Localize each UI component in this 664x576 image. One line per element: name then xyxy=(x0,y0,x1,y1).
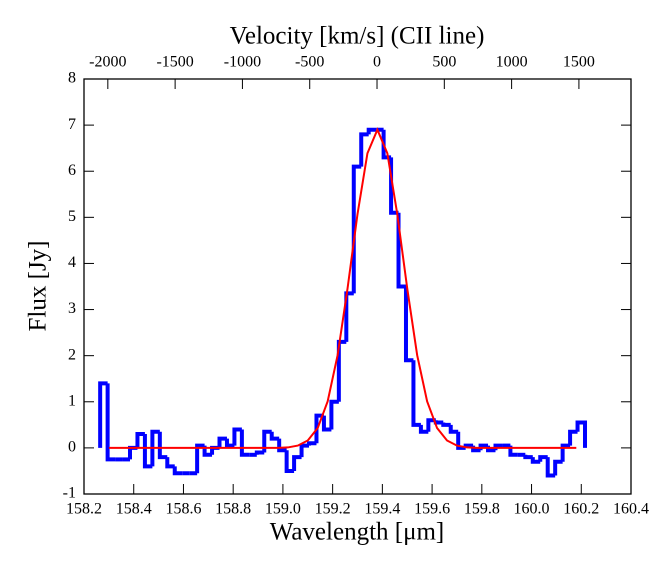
histogram-step xyxy=(98,381,108,448)
y-axis-label: Flux [Jy] xyxy=(25,241,52,332)
histogram-step xyxy=(366,127,377,135)
y-tick-label: 5 xyxy=(68,208,76,225)
histogram-step xyxy=(418,424,429,434)
histogram-step xyxy=(329,399,339,430)
histogram-step xyxy=(262,429,272,453)
x2-tick-label: -500 xyxy=(295,54,324,71)
y-tick-label: 0 xyxy=(68,439,76,456)
histogram-step xyxy=(142,434,153,469)
x2-tick-label: -1000 xyxy=(224,54,261,71)
histogram-step xyxy=(523,454,533,460)
x2-tick-label: -2000 xyxy=(89,54,126,71)
x-tick-label: 159.2 xyxy=(315,501,351,518)
x-tick-label: 158.4 xyxy=(116,501,152,518)
histogram-step xyxy=(127,445,138,460)
histogram-step xyxy=(165,457,175,469)
x2-tick-label: 1500 xyxy=(563,54,595,71)
histogram-step xyxy=(538,455,548,462)
histogram-step xyxy=(224,438,235,448)
histogram-step xyxy=(411,360,421,427)
x-tick-label: 158.2 xyxy=(66,501,102,518)
histogram-step xyxy=(403,286,414,363)
y-tick-label: 4 xyxy=(68,254,76,271)
histogram-step xyxy=(299,443,310,458)
histogram-step xyxy=(284,450,295,473)
histogram-step xyxy=(575,420,588,448)
histogram-step xyxy=(269,431,280,441)
histogram-step xyxy=(172,466,183,476)
fit-line xyxy=(108,127,577,449)
histogram-step xyxy=(321,415,332,432)
histogram-step xyxy=(560,443,571,462)
histogram-step xyxy=(336,339,347,402)
x-tick-label: 160.4 xyxy=(613,501,649,518)
histogram-step xyxy=(135,432,145,448)
x2-tick-label: 500 xyxy=(432,54,456,71)
x-tick-label: 158.6 xyxy=(165,501,201,518)
y-tick-label: 7 xyxy=(68,116,76,133)
x2-tick-label: 0 xyxy=(373,54,381,71)
histogram-step xyxy=(359,132,369,167)
y-tick-label: -1 xyxy=(63,485,76,502)
histogram-step xyxy=(254,450,265,455)
histogram-step xyxy=(456,431,466,450)
histogram-step xyxy=(217,436,227,448)
histogram-step xyxy=(545,457,556,478)
histogram-step xyxy=(351,164,362,294)
y-tick-label: 6 xyxy=(68,162,76,179)
y-tick-label: 2 xyxy=(68,346,76,363)
histogram-step xyxy=(150,429,160,467)
histogram-step xyxy=(105,383,116,462)
histogram-step xyxy=(441,422,451,427)
top-axis-title: Velocity [km/s] (CII line) xyxy=(230,23,485,50)
histogram-step xyxy=(277,438,287,453)
histogram-step xyxy=(553,459,563,476)
histogram-step xyxy=(239,429,250,457)
y-tick-label: 1 xyxy=(68,392,76,409)
histogram-step xyxy=(568,429,578,446)
x-tick-label: 160.2 xyxy=(563,501,599,518)
x-axis-label: Wavelength [μm] xyxy=(270,519,445,546)
histogram-step xyxy=(157,431,168,460)
histogram-step xyxy=(344,291,354,342)
x-tick-label: 159.0 xyxy=(265,501,301,518)
histogram-step xyxy=(292,455,302,471)
histogram-step xyxy=(232,427,242,446)
histogram-step xyxy=(448,424,459,434)
histogram-step xyxy=(307,441,317,446)
plot-frame xyxy=(83,78,632,495)
x-tick-label: 159.4 xyxy=(364,501,400,518)
x-tick-label: 159.8 xyxy=(464,501,500,518)
x-tick-label: 158.8 xyxy=(215,501,251,518)
histogram-step xyxy=(530,457,541,464)
histogram-step xyxy=(396,212,406,289)
histogram-step xyxy=(433,420,444,425)
x-tick-label: 160.0 xyxy=(514,501,550,518)
y-tick-label: 8 xyxy=(68,70,76,87)
x2-tick-label: 1000 xyxy=(496,54,528,71)
x-tick-label: 159.6 xyxy=(414,501,450,518)
histogram-step xyxy=(195,443,205,474)
x2-tick-label: -1500 xyxy=(156,54,193,71)
histogram-step xyxy=(210,445,220,455)
y-tick-label: 3 xyxy=(68,300,76,317)
